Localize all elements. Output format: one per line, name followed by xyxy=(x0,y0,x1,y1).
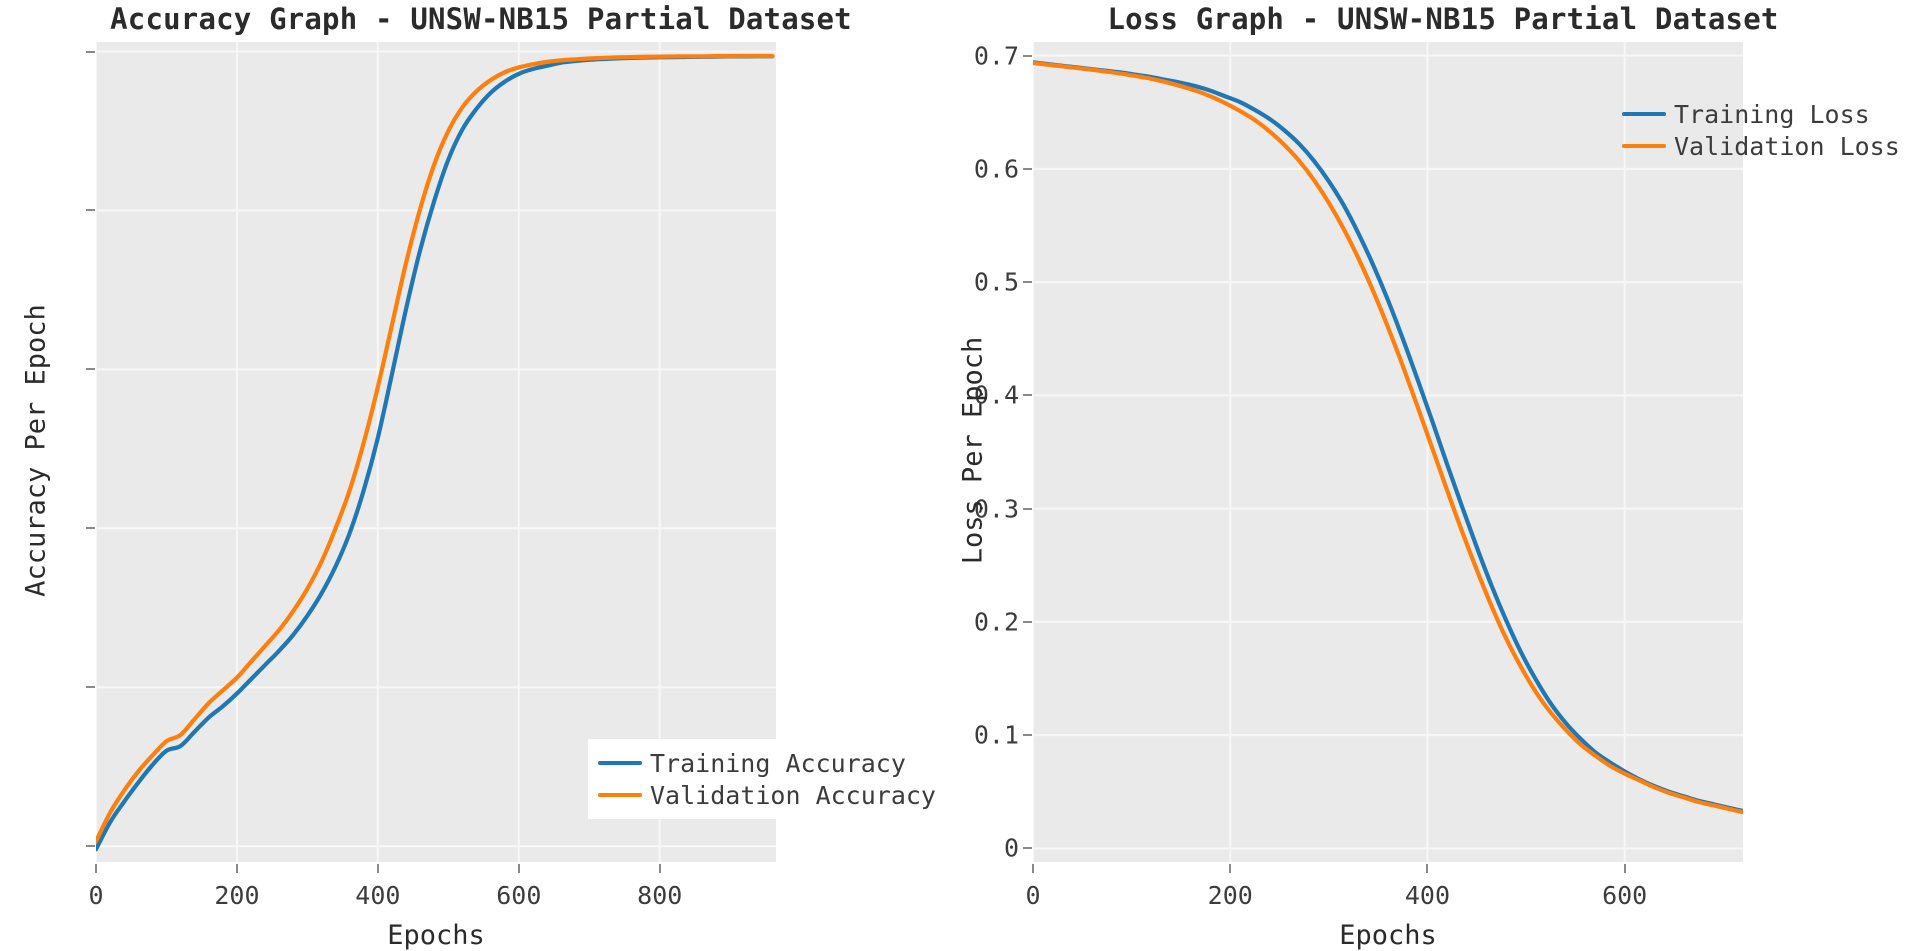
x-tick-label: 400 xyxy=(355,881,401,910)
y-tick-mark xyxy=(1023,394,1032,397)
x-tick-mark xyxy=(1032,864,1034,873)
y-tick-mark xyxy=(1023,507,1032,510)
accuracy-chart-title: Accuracy Graph - UNSW-NB15 Partial Datas… xyxy=(110,2,852,36)
y-tick-mark xyxy=(1023,281,1032,284)
y-tick-label: 0.1 xyxy=(973,720,1019,750)
y-tick-label: 0.6 xyxy=(973,154,1019,184)
legend-color-swatch xyxy=(598,792,642,798)
legend-label: Validation Loss xyxy=(1674,131,1900,161)
accuracy-y-axis-label: Accuracy Per Epoch xyxy=(20,304,52,597)
accuracy-plot-canvas xyxy=(96,42,776,862)
legend-label: Validation Accuracy xyxy=(650,780,936,810)
loss-y-axis-label: Loss Per Epoch xyxy=(957,336,989,565)
legend-item: Training Loss xyxy=(1622,98,1900,130)
loss-x-axis-label: Epochs xyxy=(1339,920,1437,951)
x-tick-label: 800 xyxy=(637,881,683,910)
accuracy-x-axis-label: Epochs xyxy=(387,920,485,951)
y-tick-mark xyxy=(86,368,95,371)
series-line-validation-loss xyxy=(1033,60,1743,815)
loss-legend: Training Loss Validation Loss xyxy=(1612,90,1912,170)
y-tick-mark xyxy=(86,845,95,848)
x-tick-mark xyxy=(1426,864,1429,873)
y-tick-label: 0.7 xyxy=(973,41,1019,71)
x-tick-label: 600 xyxy=(496,881,542,910)
legend-color-swatch xyxy=(598,760,642,766)
x-tick-mark xyxy=(376,864,379,873)
legend-label: Training Loss xyxy=(1674,99,1870,129)
x-tick-mark xyxy=(235,864,238,873)
y-tick-mark xyxy=(1023,620,1032,623)
legend-color-swatch xyxy=(1622,143,1666,149)
accuracy-legend: Training Accuracy Validation Accuracy xyxy=(588,739,948,819)
loss-chart-title: Loss Graph - UNSW-NB15 Partial Dataset xyxy=(1107,2,1779,36)
legend-color-swatch xyxy=(1622,111,1666,117)
series-line-training-accuracy xyxy=(96,54,775,852)
x-tick-label: 0 xyxy=(88,881,104,910)
x-tick-mark xyxy=(517,864,520,873)
y-tick-label: 0 xyxy=(1003,833,1019,863)
x-tick-label: 600 xyxy=(1602,881,1648,910)
x-tick-mark xyxy=(1229,864,1232,873)
y-tick-mark xyxy=(86,50,95,53)
loss-panel: Loss Graph - UNSW-NB15 Partial Dataset xyxy=(962,0,1924,944)
legend-item: Training Accuracy xyxy=(598,747,936,779)
loss-plot-canvas xyxy=(1033,42,1743,862)
x-tick-mark xyxy=(658,864,661,873)
y-tick-mark xyxy=(1023,54,1032,57)
y-tick-label: 0.4 xyxy=(973,380,1019,410)
x-tick-label: 200 xyxy=(214,881,260,910)
series-line-validation-accuracy xyxy=(96,53,775,844)
y-tick-mark xyxy=(86,686,95,689)
y-tick-label: 0.5 xyxy=(973,267,1019,297)
legend-label: Training Accuracy xyxy=(650,748,906,778)
x-tick-mark xyxy=(95,864,97,873)
x-tick-label: 0 xyxy=(1025,881,1041,910)
y-tick-mark xyxy=(1023,734,1032,737)
legend-item: Validation Accuracy xyxy=(598,779,936,811)
y-tick-mark xyxy=(1023,847,1032,850)
y-tick-mark xyxy=(1023,167,1032,170)
y-tick-mark xyxy=(86,527,95,530)
legend-item: Validation Loss xyxy=(1622,130,1900,162)
y-tick-label: 0.3 xyxy=(973,494,1019,524)
series-line-training-loss xyxy=(1033,60,1743,814)
accuracy-panel: Accuracy Graph - UNSW-NB15 Partial Datas… xyxy=(0,0,962,951)
accuracy-plot-area xyxy=(96,42,776,862)
loss-plot-area xyxy=(1033,42,1743,862)
x-tick-label: 200 xyxy=(1207,881,1253,910)
y-tick-label: 0.2 xyxy=(973,607,1019,637)
y-tick-mark xyxy=(86,209,95,212)
x-tick-mark xyxy=(1623,864,1626,873)
x-tick-label: 400 xyxy=(1404,881,1451,910)
